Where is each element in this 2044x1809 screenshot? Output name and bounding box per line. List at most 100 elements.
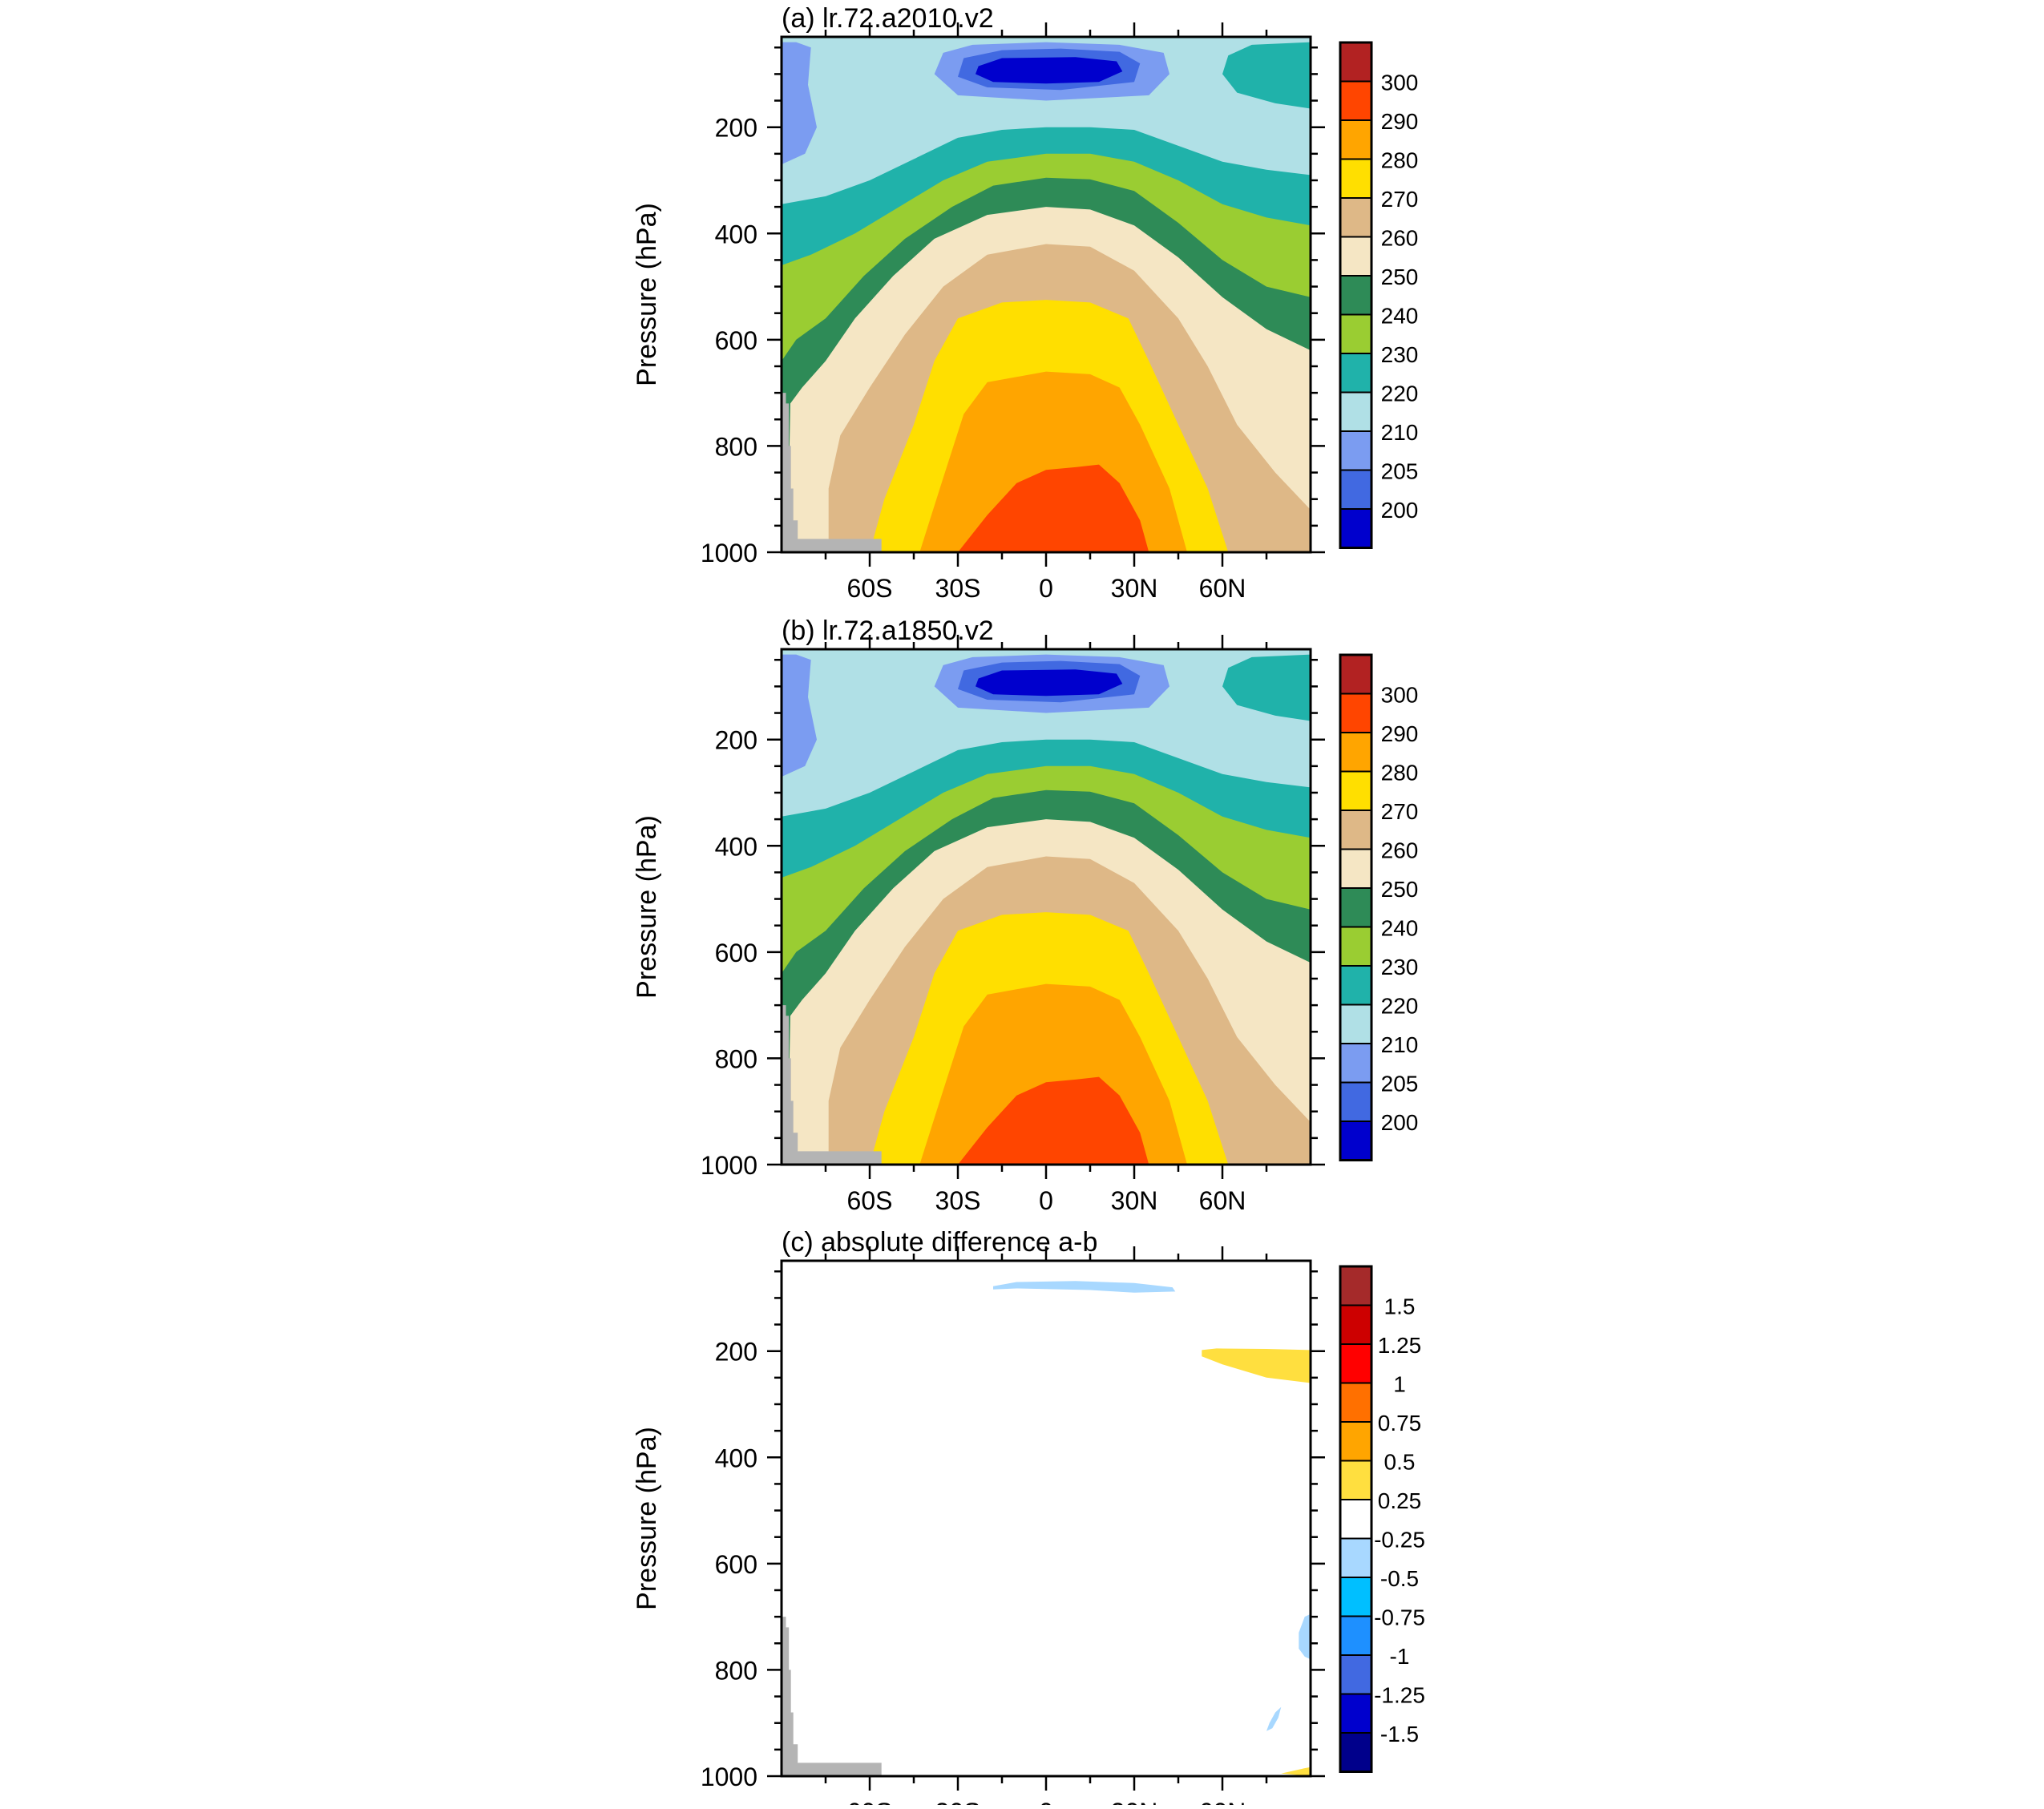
contour-field bbox=[782, 37, 1311, 552]
y-tick-label: 800 bbox=[715, 1044, 757, 1073]
colorbar-label: 210 bbox=[1381, 1032, 1419, 1057]
colorbar-label: -1.25 bbox=[1374, 1683, 1425, 1708]
colorbar-frame bbox=[1339, 653, 1373, 1161]
colorbar-cell bbox=[1339, 1081, 1372, 1122]
y-tick-label: 200 bbox=[715, 1338, 757, 1367]
colorbar-cell bbox=[1339, 80, 1372, 121]
x-tick-label: 30S bbox=[935, 574, 981, 603]
colorbar-frame bbox=[1339, 41, 1373, 549]
colorbar-label: 280 bbox=[1381, 148, 1419, 173]
colorbar-cell bbox=[1339, 1121, 1372, 1161]
colorbar-cell bbox=[1339, 770, 1372, 811]
colorbar-label: 200 bbox=[1381, 498, 1419, 523]
difference-negative-patch-lower bbox=[1266, 1706, 1282, 1731]
panel-title: (a) lr.72.a2010.v2 bbox=[782, 3, 994, 34]
contour-band-290 bbox=[958, 464, 1149, 552]
colorbar-cell bbox=[1339, 236, 1372, 277]
y-axis-label: Pressure (hPa) bbox=[632, 815, 662, 999]
difference-positive-wedge bbox=[1202, 1348, 1311, 1383]
y-axis-label: Pressure (hPa) bbox=[632, 203, 662, 386]
y-tick-label: 400 bbox=[715, 832, 757, 861]
panel-title: (b) lr.72.a1850.v2 bbox=[782, 616, 994, 646]
colorbar-cell bbox=[1339, 1382, 1372, 1423]
difference-background bbox=[782, 1261, 1311, 1776]
colorbar-cell bbox=[1339, 119, 1372, 160]
colorbar-cell bbox=[1339, 887, 1372, 928]
colorbar-label: 0.5 bbox=[1384, 1450, 1416, 1475]
y-tick-label: 1000 bbox=[701, 1763, 757, 1791]
y-tick-label: 600 bbox=[715, 939, 757, 967]
colorbar-cell bbox=[1339, 430, 1372, 471]
x-tick-label: 30N bbox=[1111, 574, 1158, 603]
colorbar-label: 260 bbox=[1381, 226, 1419, 251]
x-tick-label: 0 bbox=[1039, 1798, 1053, 1805]
colorbar-cell bbox=[1339, 391, 1372, 432]
contour-band-220-upper-right bbox=[1222, 42, 1311, 109]
y-tick-label: 800 bbox=[715, 1656, 757, 1685]
panel-b: 200 400 600 800 1000 60S 30S 0 30N 60N Pressure (h… bbox=[632, 616, 1418, 1215]
y-tick-label: 600 bbox=[715, 1550, 757, 1579]
colorbar-cell bbox=[1339, 1499, 1372, 1540]
colorbar-cell bbox=[1339, 353, 1372, 394]
colorbar-cell bbox=[1339, 1043, 1372, 1084]
colorbar-label: 230 bbox=[1381, 342, 1419, 367]
colorbar-cell bbox=[1339, 1654, 1372, 1695]
x-tick-label: 60N bbox=[1199, 1798, 1246, 1805]
colorbar-cell bbox=[1339, 158, 1372, 199]
colorbar-cell bbox=[1339, 926, 1372, 967]
colorbar-cell bbox=[1339, 1304, 1372, 1345]
contour-band-205-left bbox=[782, 42, 817, 165]
colorbar-label: 0.75 bbox=[1378, 1411, 1422, 1435]
colorbar-label: -1.5 bbox=[1380, 1722, 1419, 1746]
colorbar-label: 1.5 bbox=[1384, 1294, 1416, 1319]
colorbar-label: 280 bbox=[1381, 761, 1419, 785]
colorbar-cell bbox=[1339, 1460, 1372, 1500]
x-tick-label: 0 bbox=[1039, 1186, 1053, 1215]
contour-band-205-left bbox=[782, 654, 817, 777]
colorbar-label: 220 bbox=[1381, 994, 1419, 1019]
colorbar-cell bbox=[1339, 693, 1372, 733]
y-tick-label: 200 bbox=[715, 726, 757, 755]
x-tick-label: 60S bbox=[847, 1186, 893, 1215]
colorbar-cell bbox=[1339, 1421, 1372, 1462]
colorbar-cell bbox=[1339, 848, 1372, 889]
colorbar-label: 250 bbox=[1381, 264, 1419, 289]
colorbar-label: 220 bbox=[1381, 382, 1419, 406]
y-tick-label: 800 bbox=[715, 432, 757, 461]
colorbar-cell bbox=[1339, 313, 1372, 354]
colorbar-cell bbox=[1339, 1537, 1372, 1578]
colorbar-label: -0.25 bbox=[1374, 1528, 1425, 1553]
y-tick-label: 600 bbox=[715, 326, 757, 355]
colorbar-cell bbox=[1339, 42, 1372, 83]
x-tick-label: 30S bbox=[935, 1798, 981, 1805]
colorbar-cell bbox=[1339, 1693, 1372, 1734]
contour-band-220-upper-right bbox=[1222, 654, 1311, 721]
colorbar-label: 240 bbox=[1381, 304, 1419, 329]
colorbar-cell bbox=[1339, 965, 1372, 1006]
terrain-mask bbox=[782, 1617, 882, 1776]
colorbar-cell bbox=[1339, 1615, 1372, 1656]
colorbar-cell bbox=[1339, 508, 1372, 549]
y-tick-label: 1000 bbox=[701, 539, 757, 567]
colorbar-label: 300 bbox=[1381, 683, 1419, 708]
difference-negative-patch-upper bbox=[1299, 1613, 1311, 1660]
y-axis-label: Pressure (hPa) bbox=[632, 1427, 662, 1610]
colorbar-label: 1 bbox=[1393, 1372, 1406, 1397]
colorbar-cell bbox=[1339, 1343, 1372, 1384]
contour-field bbox=[782, 649, 1311, 1165]
x-tick-label: 60S bbox=[847, 1798, 893, 1805]
terrain-mask bbox=[782, 393, 882, 552]
x-tick-label: 0 bbox=[1039, 574, 1053, 603]
colorbar-cell bbox=[1339, 1266, 1372, 1306]
colorbar-label: -0.75 bbox=[1374, 1605, 1425, 1630]
x-tick-label: 30S bbox=[935, 1186, 981, 1215]
x-tick-label: 60N bbox=[1199, 574, 1246, 603]
colorbar-label: 0.25 bbox=[1378, 1488, 1422, 1513]
colorbar-label: -1 bbox=[1390, 1644, 1410, 1669]
colorbar-label: 205 bbox=[1381, 1072, 1419, 1096]
colorbar-cell bbox=[1339, 1577, 1372, 1617]
colorbar-cell bbox=[1339, 197, 1372, 238]
colorbar-cell bbox=[1339, 1732, 1372, 1773]
